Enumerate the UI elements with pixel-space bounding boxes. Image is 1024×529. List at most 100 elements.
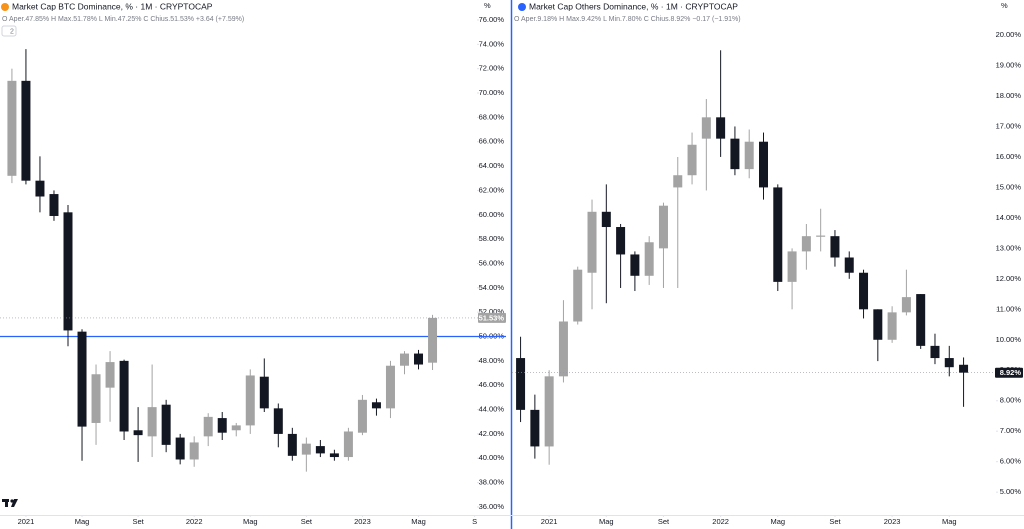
candle-body — [91, 374, 101, 423]
candle-body — [217, 418, 227, 433]
chart-title: Market Cap Others Dominance, % · 1M · CR… — [529, 1, 738, 11]
price-unit: % — [1001, 1, 1008, 10]
candle-body — [558, 321, 568, 377]
candle-body — [7, 80, 17, 176]
candle-body — [787, 251, 797, 282]
x-tick-label: 2021 — [18, 517, 35, 526]
candle-body — [287, 433, 297, 456]
candle-body — [428, 317, 438, 363]
last-price-box — [995, 367, 1023, 378]
candle-body — [916, 294, 926, 346]
candle-body — [203, 416, 213, 437]
y-tick-label: 11.00% — [996, 304, 1021, 313]
candle-body — [944, 358, 954, 368]
candle-body — [801, 236, 811, 252]
y-tick-label: 13.00% — [996, 243, 1022, 252]
x-tick-label: Set — [132, 517, 144, 526]
candle-body — [930, 345, 940, 359]
x-tick-label: Mag — [599, 517, 614, 526]
last-price-box — [478, 312, 506, 323]
candle-body — [133, 430, 143, 436]
y-tick-label: 66.00% — [479, 137, 505, 146]
candle-body — [315, 446, 325, 454]
candle-body — [189, 442, 199, 460]
candle-body — [147, 407, 157, 437]
candle-body — [773, 187, 783, 282]
candle-body — [49, 194, 59, 216]
tradingview-logo — [2, 499, 18, 507]
symbol-icon — [1, 3, 9, 11]
candle-body — [175, 437, 185, 460]
candle-body — [859, 272, 869, 310]
y-tick-label: 74.00% — [479, 39, 505, 48]
candle-body — [245, 375, 255, 426]
y-tick-label: 12.00% — [996, 274, 1022, 283]
candle-body — [601, 211, 611, 228]
y-tick-label: 52.00% — [479, 307, 505, 316]
candle-body — [105, 362, 115, 388]
candle-body — [616, 227, 626, 255]
y-tick-label: 40.00% — [479, 453, 505, 462]
y-tick-label: 54.00% — [479, 283, 505, 292]
y-tick-label: 48.00% — [479, 356, 505, 365]
symbol-icon — [518, 3, 526, 11]
last-price-label: 8.92% — [1000, 368, 1022, 377]
candle-body — [687, 144, 697, 176]
candle-body — [516, 358, 526, 410]
y-tick-label: 20.00% — [996, 30, 1022, 39]
ohlc-legend: O Aper.47.85% H Max.51.78% L Min.47.25% … — [2, 16, 244, 23]
candle-body — [161, 404, 171, 445]
candle-body — [63, 212, 73, 331]
y-tick-label: 46.00% — [479, 380, 505, 389]
candle-body — [830, 236, 840, 258]
candle-body — [301, 443, 311, 455]
candle-body — [744, 141, 754, 170]
y-tick-label: 16.00% — [996, 152, 1022, 161]
y-tick-label: 62.00% — [479, 185, 505, 194]
y-tick-label: 72.00% — [479, 64, 505, 73]
candle-body — [844, 257, 854, 273]
candle-body — [730, 138, 740, 170]
x-tick-label: 2023 — [884, 517, 901, 526]
last-price-label: 51.53% — [479, 313, 505, 322]
candle-body — [658, 205, 668, 249]
y-tick-label: 36.00% — [479, 502, 505, 511]
y-tick-label: 6.00% — [1000, 457, 1022, 466]
x-tick-label: Mag — [411, 517, 426, 526]
x-tick-label: Mag — [942, 517, 957, 526]
x-tick-label: Mag — [243, 517, 258, 526]
logo-part — [11, 499, 18, 507]
candle-body — [573, 269, 583, 322]
candle-body — [673, 175, 683, 188]
collapse-button — [1, 25, 17, 37]
x-tick-label: 2022 — [186, 517, 203, 526]
candle-body — [816, 235, 826, 237]
candle-body — [530, 409, 540, 447]
candle-body — [630, 254, 640, 276]
ohlc-legend: O Aper.9.18% H Max.9.42% L Min.7.80% C C… — [514, 16, 741, 23]
y-tick-label: 38.00% — [479, 478, 505, 487]
y-tick-label: 5.00% — [1000, 487, 1022, 496]
x-tick-label: 2021 — [541, 517, 558, 526]
candle-body — [716, 117, 726, 139]
x-tick-label: Set — [301, 517, 313, 526]
y-tick-label: 76.00% — [479, 15, 505, 24]
candle-body — [371, 402, 381, 409]
candle-body — [901, 297, 911, 313]
x-tick-label: Set — [658, 517, 670, 526]
y-tick-label: 64.00% — [479, 161, 505, 170]
x-tick-label: Set — [829, 517, 841, 526]
y-tick-label: 19.00% — [996, 61, 1022, 70]
y-tick-label: 68.00% — [479, 112, 505, 121]
candle-body — [587, 211, 597, 273]
candle-body — [544, 376, 554, 447]
x-tick-label: 2023 — [354, 517, 371, 526]
candle-body — [644, 242, 654, 276]
y-tick-label: 42.00% — [479, 429, 505, 438]
candle-body — [873, 309, 883, 340]
x-tick-label: 2022 — [712, 517, 729, 526]
candle-body — [21, 80, 31, 181]
y-tick-label: 70.00% — [479, 88, 505, 97]
collapse-count: 2 — [10, 28, 14, 35]
